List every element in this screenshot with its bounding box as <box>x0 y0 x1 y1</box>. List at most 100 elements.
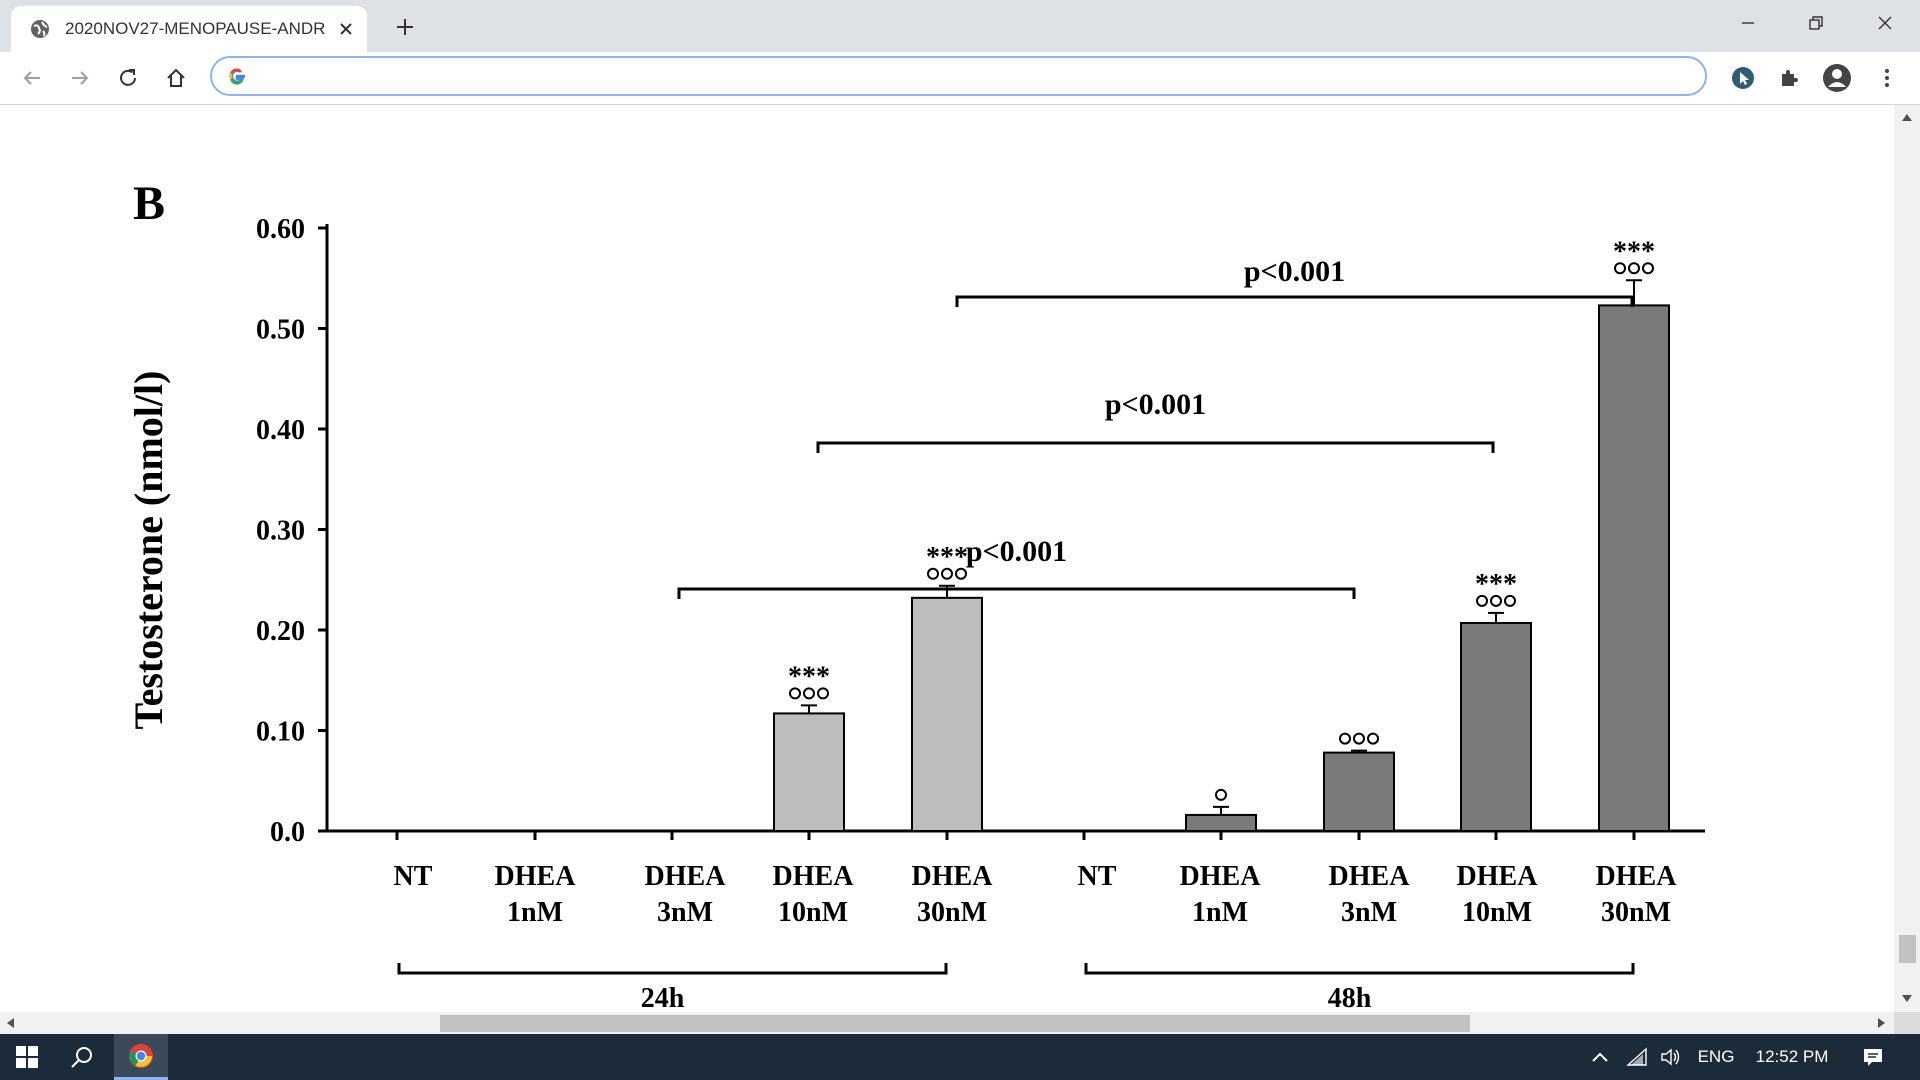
bar <box>1598 304 1670 832</box>
x-category-sublabel: 30nM <box>917 897 987 928</box>
significance-circle <box>1339 732 1351 745</box>
testosterone-bar-chart: B Testosterone (nmol/l) 0.00.100.200.300… <box>126 177 1705 1012</box>
significance-stars: *** <box>926 542 968 573</box>
bar <box>1185 813 1257 832</box>
chart-bars: *** *** *** *** <box>773 236 1670 833</box>
significance-circle <box>1642 262 1654 275</box>
clock-button[interactable]: 12:52 PM <box>1746 1034 1838 1080</box>
clock-time: 12:52 PM <box>1755 1047 1829 1066</box>
google-icon <box>229 68 245 85</box>
comparison-p-value: p<0.001 <box>966 535 1067 568</box>
forward-button[interactable] <box>63 61 97 95</box>
panel-label: B <box>133 177 165 230</box>
tab-title: 2020NOV27-MENOPAUSE-ANDR <box>65 19 326 38</box>
close-icon <box>340 23 352 35</box>
address-bar[interactable] <box>210 56 1707 96</box>
kebab-menu-icon <box>1885 69 1889 87</box>
reload-icon <box>120 69 136 86</box>
time-group-label: 48h <box>1328 983 1372 1012</box>
x-category-sublabel: 30nM <box>1601 897 1671 928</box>
horizontal-scroll-thumb[interactable] <box>440 1015 1470 1032</box>
restore-icon <box>1809 16 1823 30</box>
comparison-p-value: p<0.001 <box>1105 388 1206 421</box>
bar <box>1323 751 1395 832</box>
x-category-sublabel: 1nM <box>507 897 563 928</box>
x-category-label: DHEA <box>495 861 577 892</box>
vertical-scrollbar[interactable] <box>1894 105 1920 1012</box>
globe-icon <box>31 20 49 38</box>
arrow-left-icon <box>23 71 40 85</box>
new-tab-button[interactable] <box>390 12 420 42</box>
notification-icon <box>1864 1049 1882 1066</box>
close-icon <box>1878 16 1892 30</box>
home-icon <box>167 68 185 87</box>
action-center-button[interactable] <box>1852 1034 1894 1080</box>
significance-circle <box>1504 594 1516 607</box>
tab-close-button[interactable] <box>335 18 357 40</box>
home-button[interactable] <box>159 61 193 95</box>
significance-circle <box>955 567 967 580</box>
profile-button[interactable] <box>1820 61 1854 95</box>
scrollbar-corner <box>1894 1012 1920 1034</box>
menu-button[interactable] <box>1870 61 1904 95</box>
x-category-label: DHEA <box>1180 861 1262 892</box>
significance-stars: *** <box>1613 236 1655 267</box>
minimize-button[interactable] <box>1725 6 1771 40</box>
reload-button[interactable] <box>111 61 145 95</box>
bar <box>911 596 983 832</box>
vertical-scroll-thumb[interactable] <box>1899 935 1916 963</box>
show-hidden-icons-button[interactable] <box>1584 1034 1616 1080</box>
arrow-right-icon <box>72 71 89 85</box>
x-category-label: DHEA <box>773 861 855 892</box>
y-tick-label: 0.60 <box>256 214 305 245</box>
y-tick-label: 0.30 <box>256 516 305 547</box>
close-window-button[interactable] <box>1862 6 1908 40</box>
input-language-button[interactable]: ENG <box>1692 1034 1740 1080</box>
x-category-sublabel: 3nM <box>657 897 713 928</box>
taskbar-chrome-app[interactable] <box>114 1034 168 1080</box>
y-tick-label: 0.40 <box>256 415 305 446</box>
volume-button[interactable] <box>1656 1034 1686 1080</box>
horizontal-scrollbar[interactable] <box>0 1012 1894 1034</box>
search-button[interactable] <box>58 1034 106 1080</box>
address-input[interactable] <box>260 60 1664 92</box>
x-category-label: DHEA <box>912 861 994 892</box>
y-tick-label: 0.0 <box>270 817 305 848</box>
x-category-sublabel: 10nM <box>1462 897 1532 928</box>
x-category-sublabel: 1nM <box>1192 897 1248 928</box>
bar <box>1460 621 1532 833</box>
restore-button[interactable] <box>1793 6 1839 40</box>
significance-stars: *** <box>1475 569 1517 600</box>
chrome-icon <box>129 1043 153 1068</box>
start-button[interactable] <box>0 1034 54 1080</box>
significance-circle <box>789 687 801 700</box>
significance-circle <box>1476 594 1488 607</box>
significance-circle <box>1353 732 1365 745</box>
x-category-sublabel: 3nM <box>1341 897 1397 928</box>
extensions-button[interactable] <box>1773 61 1807 95</box>
comparison-bracket <box>816 441 1495 453</box>
chart-axes: 0.0 0.10 0.20 0.30 0.40 0.50 0.60 NT DHEA 1nM DHEA… <box>256 214 1705 928</box>
chevron-up-icon <box>1592 1052 1608 1062</box>
y-tick-label: 0.50 <box>256 315 305 346</box>
browser-toolbar <box>0 52 1920 105</box>
time-group-bracket <box>397 963 948 975</box>
extension-cursor-button[interactable] <box>1726 61 1760 95</box>
significance-circle <box>1367 732 1379 745</box>
windows-icon <box>16 1046 38 1068</box>
x-category-label: DHEA <box>645 861 727 892</box>
significance-circle <box>1490 594 1502 607</box>
significance-circle <box>803 687 815 700</box>
significance-circle <box>1614 262 1626 275</box>
significance-stars: *** <box>788 661 830 692</box>
back-button[interactable] <box>15 61 49 95</box>
language-label: ENG <box>1697 1047 1735 1066</box>
comparison-p-value: p<0.001 <box>1244 255 1345 288</box>
scroll-right-icon <box>1878 1018 1885 1028</box>
network-button[interactable] <box>1622 1034 1652 1080</box>
browser-tab[interactable]: 2020NOV27-MENOPAUSE-ANDR <box>11 6 367 52</box>
plus-icon <box>397 19 413 35</box>
cursor-extension-icon <box>1732 67 1754 89</box>
comparison-bracket <box>677 587 1356 599</box>
avatar-icon <box>1823 64 1851 92</box>
